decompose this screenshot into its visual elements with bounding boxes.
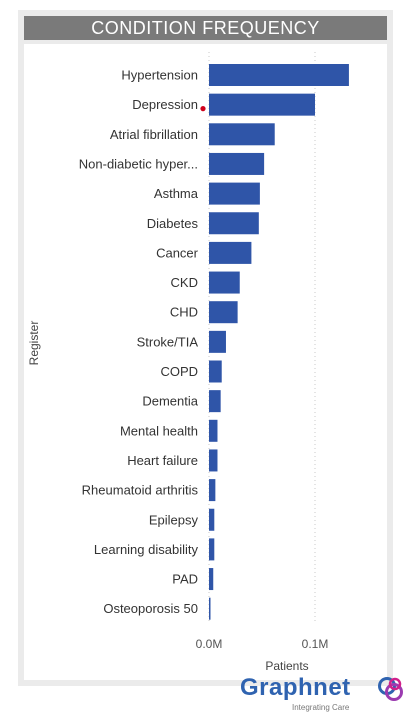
category-label: CHD: [170, 305, 198, 320]
category-labels: Hypertension Depression Atrial fibrillatio…: [79, 68, 206, 616]
bar[interactable]: [209, 597, 211, 620]
bar[interactable]: [209, 271, 240, 294]
x-tick-label: 0.0M: [196, 637, 223, 651]
bar[interactable]: [209, 479, 216, 502]
bar[interactable]: [209, 360, 222, 383]
bar[interactable]: [209, 212, 259, 235]
category-label: Cancer: [156, 245, 199, 260]
graphnet-logo: Graphnet Integrating Care: [240, 674, 411, 712]
category-label: Asthma: [154, 186, 199, 201]
x-tick-label: 0.1M: [302, 637, 329, 651]
bar[interactable]: [209, 301, 238, 324]
category-label: Rheumatoid arthritis: [82, 483, 199, 498]
category-label: COPD: [160, 364, 198, 379]
category-label: Mental health: [120, 423, 198, 438]
category-label: Dementia: [142, 394, 198, 409]
logo-mark-icon: [378, 677, 403, 701]
category-label: Epilepsy: [149, 512, 199, 527]
category-label: Hypertension: [121, 68, 198, 83]
category-label: Depression: [132, 97, 198, 112]
bar[interactable]: [209, 390, 221, 413]
bars: [209, 64, 349, 620]
logo-wordmark: Graphnet: [240, 674, 351, 701]
bar[interactable]: [209, 449, 218, 472]
bar[interactable]: [209, 123, 275, 146]
chart-panel: [24, 44, 387, 680]
category-label: Non-diabetic hyper...: [79, 156, 198, 171]
annotation-dot: [200, 106, 206, 112]
logo-tagline: Integrating Care: [292, 703, 350, 712]
category-label: Diabetes: [147, 216, 199, 231]
category-label: Osteoporosis 50: [103, 601, 198, 616]
bar[interactable]: [209, 508, 215, 531]
bar[interactable]: [209, 182, 260, 205]
x-axis-title: Patients: [265, 659, 308, 673]
x-tick-labels: 0.0M 0.1M: [196, 637, 329, 651]
bar[interactable]: [209, 568, 214, 591]
bar[interactable]: [209, 538, 215, 561]
bar[interactable]: [209, 419, 218, 442]
y-axis-title: Register: [27, 321, 41, 366]
bar[interactable]: [209, 152, 265, 175]
bar[interactable]: [209, 241, 252, 264]
category-label: Learning disability: [94, 542, 199, 557]
bar[interactable]: [209, 93, 315, 116]
chart-title: CONDITION FREQUENCY: [24, 16, 387, 40]
category-label: Heart failure: [127, 453, 198, 468]
category-label: PAD: [172, 572, 198, 587]
category-label: Stroke/TIA: [137, 334, 199, 349]
bar[interactable]: [209, 64, 349, 86]
bar[interactable]: [209, 330, 226, 353]
category-label: Atrial fibrillation: [110, 127, 198, 142]
category-label: CKD: [171, 275, 198, 290]
